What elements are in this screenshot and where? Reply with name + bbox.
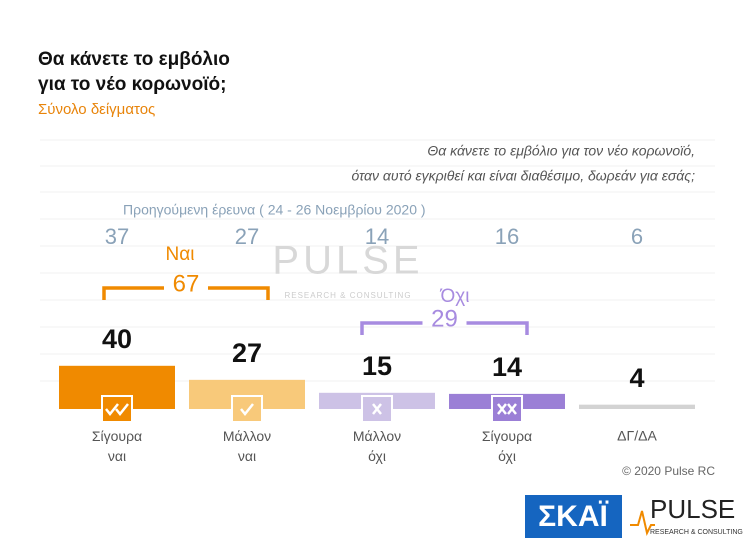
icon-cross: [497, 403, 507, 415]
previous-value: 14: [365, 224, 389, 249]
category-line: Σίγουρα: [92, 428, 142, 444]
category-line: ναι: [238, 448, 256, 464]
previous-label: Προηγούμενη έρευνα ( 24 - 26 Νοεμβρίου 2…: [123, 202, 426, 218]
icon-box: [231, 395, 263, 423]
watermark-sub: RESEARCH & CONSULTING: [284, 291, 411, 300]
group-total: 29: [431, 305, 458, 332]
icon: [101, 395, 133, 423]
value-label: 4: [629, 363, 644, 393]
icon-cross: [372, 403, 382, 415]
title: για το νέο κορωνοϊό;: [38, 74, 226, 95]
previous-value: 6: [631, 224, 643, 249]
icon-check: [105, 403, 119, 417]
subtitle: Σύνολο δείγματος: [38, 101, 155, 118]
value-label: 27: [232, 338, 262, 368]
group-name: Όχι: [440, 286, 470, 307]
icon-check: [115, 403, 129, 417]
logo-skai: ΣΚΑΪ: [538, 500, 608, 533]
value-label: 15: [362, 351, 392, 381]
previous-value: 37: [105, 224, 129, 249]
category-label: ΔΓ/ΔΑ: [617, 428, 657, 444]
category-line: ναι: [108, 448, 126, 464]
category-label: Μάλλον ναι: [223, 428, 271, 464]
copyright: © 2020 Pulse RC: [622, 464, 715, 478]
logo-pulse-sub: RESEARCH & CONSULTING: [650, 529, 743, 536]
icon-cross: [507, 403, 517, 415]
previous-value: 27: [235, 224, 259, 249]
watermark: PULSE: [272, 239, 423, 283]
category-line: όχι: [368, 448, 386, 464]
logo-pulse-line: [630, 510, 655, 536]
icon: [491, 395, 523, 423]
title: Θα κάνετε το εμβόλιο: [38, 49, 230, 70]
icon-check: [240, 403, 254, 417]
question: όταν αυτό εγκριθεί και είναι διαθέσιμο, …: [352, 168, 696, 184]
group-bracket: [102, 286, 270, 300]
category-line: όχι: [498, 448, 516, 464]
category-label: Σίγουρα ναι: [92, 428, 142, 464]
category-label: Μάλλον όχι: [353, 428, 401, 464]
group-total: 67: [173, 270, 200, 297]
category-line: Σίγουρα: [482, 428, 532, 444]
logo-pulse: PULSE: [650, 494, 735, 524]
icon: [361, 395, 393, 423]
group-name: Ναι: [166, 244, 195, 265]
value-label: 40: [102, 324, 132, 354]
icon: [231, 395, 263, 423]
category-label: Σίγουρα όχι: [482, 428, 532, 464]
category-line: Μάλλον: [223, 428, 271, 444]
group-bracket: [360, 321, 529, 335]
previous-value: 16: [495, 224, 519, 249]
logo-box: [525, 495, 622, 538]
category-line: Μάλλον: [353, 428, 401, 444]
icon-box: [491, 395, 523, 423]
bar: [579, 404, 695, 409]
value-label: 14: [492, 352, 522, 382]
question: Θα κάνετε το εμβόλιο για τον νέο κορωνοϊ…: [427, 143, 695, 159]
